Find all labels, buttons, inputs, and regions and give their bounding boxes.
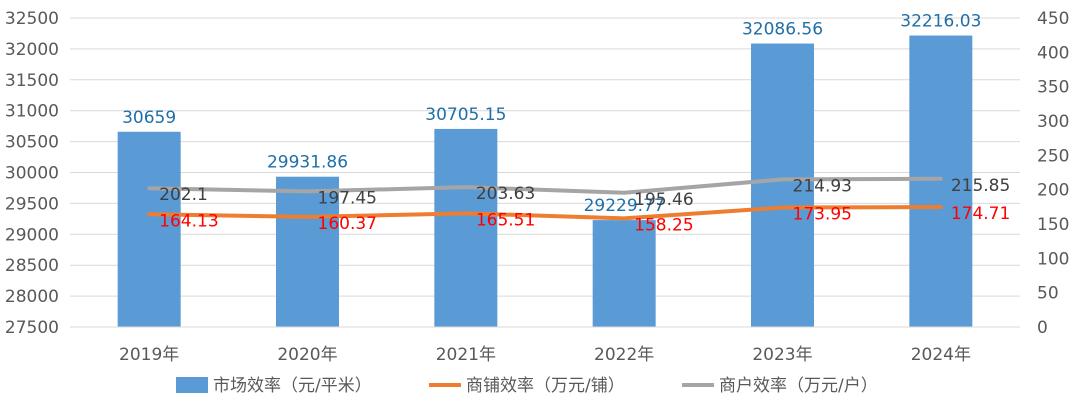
left-axis-tick-label: 32000 bbox=[5, 40, 59, 60]
line-point bbox=[465, 186, 467, 188]
line-data-label: 158.25 bbox=[634, 215, 693, 235]
bar-data-label: 29229.77 bbox=[584, 196, 665, 216]
line-data-label: 173.95 bbox=[793, 205, 852, 225]
left-axis-tick-label: 32500 bbox=[5, 9, 59, 29]
series-line bbox=[147, 176, 943, 195]
right-axis-tick-label: 150 bbox=[1037, 215, 1069, 235]
line-data-label: 203.63 bbox=[476, 184, 535, 204]
line-data-label: 160.37 bbox=[318, 214, 377, 234]
line-point bbox=[307, 216, 308, 218]
right-axis-tick-label: 350 bbox=[1037, 78, 1069, 98]
bar-data-label: 30659 bbox=[122, 108, 176, 128]
line-data-label: 174.71 bbox=[951, 204, 1010, 224]
bar bbox=[276, 176, 339, 327]
x-axis-category-label: 2019年 bbox=[119, 345, 179, 365]
x-axis-category-label: 2024年 bbox=[911, 345, 971, 365]
x-axis-category-label: 2020年 bbox=[277, 345, 337, 365]
legend-label: 商铺效率（万元/铺） bbox=[466, 376, 625, 396]
line-data-label: 165.51 bbox=[476, 210, 535, 230]
line-point bbox=[940, 206, 942, 208]
bar-data-label: 32086.56 bbox=[742, 20, 823, 40]
line-point bbox=[148, 213, 150, 215]
left-axis-tick-label: 30000 bbox=[5, 164, 59, 184]
line-data-label: 215.85 bbox=[951, 176, 1010, 196]
x-axis: 2019年 2020年 2021年 2022年 2023年 2024年 bbox=[70, 326, 1020, 365]
left-axis-tick-label: 27500 bbox=[5, 318, 59, 338]
line-point bbox=[782, 178, 783, 180]
line-point bbox=[623, 217, 625, 219]
line-point bbox=[623, 192, 625, 194]
line-point bbox=[940, 178, 942, 180]
right-axis-tick-label: 100 bbox=[1037, 249, 1069, 269]
right-axis-tick-label: 450 bbox=[1037, 9, 1069, 29]
left-axis-tick-label: 29000 bbox=[5, 225, 59, 245]
left-axis-tick-label: 31000 bbox=[5, 102, 59, 122]
x-axis-category-label: 2021年 bbox=[436, 345, 496, 365]
line-data-label: 197.45 bbox=[318, 188, 377, 208]
line-series bbox=[147, 176, 943, 221]
bar bbox=[434, 128, 498, 327]
x-axis-category-label: 2023年 bbox=[752, 345, 812, 365]
bar-data-label: 29931.86 bbox=[267, 153, 348, 173]
left-y-axis: 27500 28000 28500 29000 29500 30000 30500 31000… bbox=[5, 9, 59, 338]
bar bbox=[751, 43, 814, 327]
legend-label: 市场效率（元/平米） bbox=[213, 376, 372, 396]
bar bbox=[117, 131, 181, 327]
right-axis-tick-label: 200 bbox=[1037, 181, 1069, 201]
line-point bbox=[782, 207, 783, 209]
line-point bbox=[465, 212, 467, 214]
bar bbox=[592, 220, 656, 327]
left-axis-tick-label: 31500 bbox=[5, 71, 59, 91]
left-axis-tick-label: 28500 bbox=[5, 256, 59, 276]
left-axis-tick-label: 29500 bbox=[5, 194, 59, 214]
line-data-label: 214.93 bbox=[793, 176, 852, 196]
left-axis-tick-label: 30500 bbox=[5, 133, 59, 153]
bar bbox=[909, 35, 973, 327]
line-data-label: 164.13 bbox=[159, 211, 218, 231]
line-point bbox=[307, 190, 308, 192]
legend-swatch-bar bbox=[176, 377, 208, 393]
bar-data-label: 32216.03 bbox=[900, 12, 981, 32]
line-point bbox=[148, 187, 150, 189]
right-axis-tick-label: 300 bbox=[1037, 112, 1069, 132]
legend-label: 商户效率（万元/户） bbox=[719, 376, 878, 396]
right-axis-tick-label: 250 bbox=[1037, 146, 1069, 166]
data-labels: 30659 29931.86 30705.15 29229.77 32086.56 322… bbox=[122, 12, 1010, 236]
line-data-label: 202.1 bbox=[159, 185, 208, 205]
right-axis-tick-label: 400 bbox=[1037, 43, 1069, 63]
right-axis-tick-label: 50 bbox=[1037, 284, 1059, 304]
left-axis-tick-label: 28000 bbox=[5, 287, 59, 307]
line-data-label: 195.46 bbox=[634, 190, 693, 210]
series-line bbox=[147, 205, 943, 221]
right-y-axis: 0 50 100 150 200 250 300 350 400 450 bbox=[1037, 9, 1069, 338]
bar-data-label: 30705.15 bbox=[425, 105, 506, 125]
bar-series bbox=[117, 35, 973, 327]
gridlines bbox=[70, 17, 1020, 328]
legend: 市场效率（元/平米） 商铺效率（万元/铺） 商户效率（万元/户） bbox=[176, 376, 878, 396]
x-axis-category-label: 2022年 bbox=[594, 345, 654, 365]
right-axis-tick-label: 0 bbox=[1037, 318, 1048, 338]
